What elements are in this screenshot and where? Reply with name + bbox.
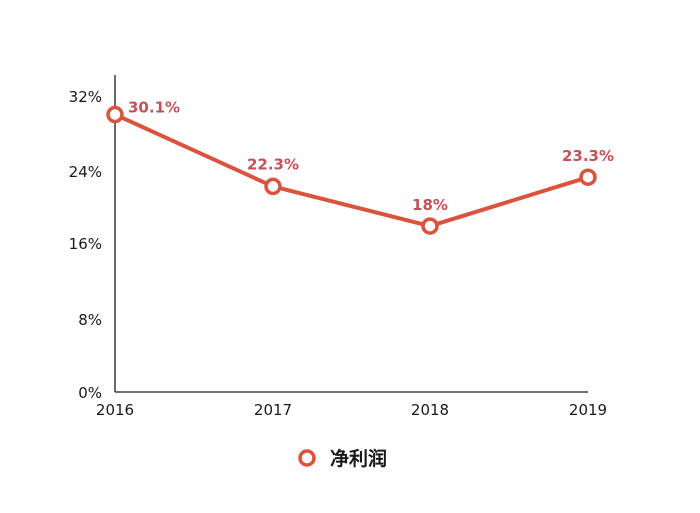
- x-tick-label: 2019: [569, 401, 607, 419]
- legend: 净利润: [298, 447, 387, 470]
- x-axis: 2016 2017 2018 2019: [96, 391, 607, 419]
- y-tick-label: 24%: [69, 163, 102, 181]
- data-point: [264, 177, 282, 196]
- y-tick-label: 8%: [78, 311, 102, 329]
- y-tick-label: 32%: [69, 88, 102, 106]
- data-labels: 30.1% 22.3% 18% 23.3%: [128, 99, 614, 215]
- x-tick-label: 2016: [96, 401, 134, 419]
- legend-label: 净利润: [330, 447, 387, 470]
- data-point: [106, 105, 124, 124]
- series-net-profit: [106, 105, 597, 235]
- legend-marker-icon: [298, 449, 316, 467]
- y-tick-label: 16%: [69, 235, 102, 253]
- data-label: 30.1%: [128, 99, 180, 117]
- data-point: [579, 168, 597, 186]
- x-tick-label: 2017: [254, 401, 292, 419]
- data-label: 18%: [412, 196, 448, 214]
- series-line: [113, 112, 590, 229]
- y-tick-label: 0%: [78, 384, 102, 402]
- data-point: [421, 217, 439, 235]
- data-label: 23.3%: [562, 147, 614, 165]
- x-tick-label: 2018: [411, 401, 449, 419]
- data-label: 22.3%: [247, 155, 299, 173]
- y-axis: 0% 8% 16% 24% 32%: [69, 75, 116, 402]
